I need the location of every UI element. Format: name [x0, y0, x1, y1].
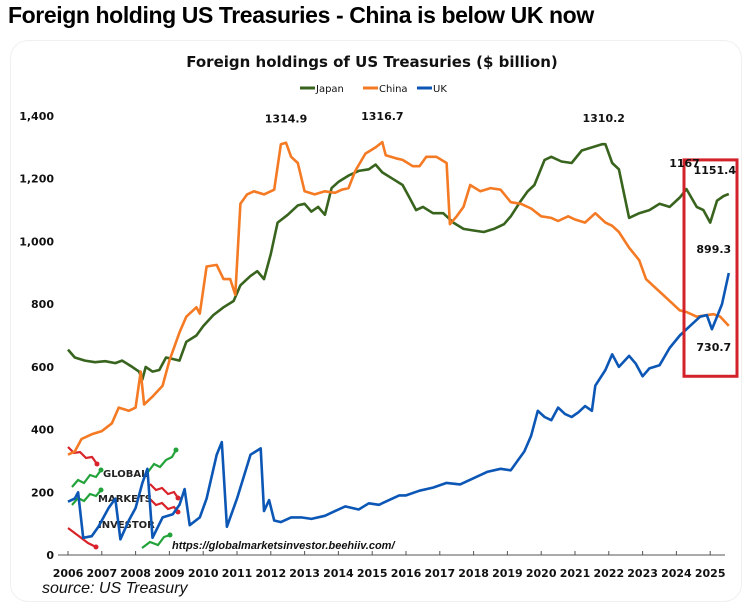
- x-tick-label: 2008: [120, 567, 151, 580]
- chart-title: Foreign holdings of US Treasuries ($ bil…: [186, 53, 558, 71]
- logo-arrow-icon: [149, 483, 179, 499]
- series-line-uk: [67, 272, 731, 541]
- source-note: source: US Treasury: [42, 580, 188, 597]
- logo-arrowhead-icon: [93, 544, 99, 550]
- watermark-url[interactable]: https://globalmarketsinvestor.beehiiv.co…: [172, 540, 396, 552]
- x-tick-label: 2006: [53, 567, 84, 580]
- data-label: 899.3: [696, 243, 731, 256]
- series-line-japan: [67, 142, 730, 381]
- x-tick-label: 2012: [255, 567, 286, 580]
- y-tick-label: 1,200: [19, 173, 54, 186]
- x-tick-label: 2020: [526, 567, 557, 580]
- data-label: 1314.9: [265, 113, 307, 126]
- legend-label-china: China: [379, 84, 408, 95]
- logo-arrow-icon: [67, 527, 97, 548]
- x-tick-label: 2017: [424, 567, 455, 580]
- data-label: 1167: [669, 157, 700, 170]
- series-group: [67, 140, 739, 541]
- x-tick-label: 2021: [560, 567, 591, 580]
- x-tick-label: 2010: [188, 567, 219, 580]
- x-tick-label: 2007: [86, 567, 117, 580]
- data-label: 730.7: [696, 341, 731, 354]
- y-tick-label: 800: [31, 298, 54, 311]
- y-tick-label: 0: [46, 549, 54, 562]
- x-tick-label: 2014: [323, 567, 354, 580]
- logo-arrowhead-icon: [175, 495, 181, 501]
- logo-arrow-icon: [149, 498, 179, 513]
- logo-arrowhead-icon: [173, 447, 179, 453]
- logo-arrow-icon: [147, 449, 177, 473]
- y-tick-label: 200: [31, 486, 54, 499]
- x-tick-label: 2024: [661, 567, 692, 580]
- chart-frame: [10, 40, 742, 602]
- legend: Japan China UK: [300, 84, 447, 95]
- legend-label-uk: UK: [433, 84, 447, 95]
- headline: Foreign holding US Treasuries - China is…: [8, 2, 594, 28]
- data-label: 1151.4: [694, 164, 737, 177]
- x-tick-label: 2025: [695, 567, 726, 580]
- x-tick-label: 2016: [391, 567, 422, 580]
- legend-label-japan: Japan: [315, 84, 344, 95]
- logo-arrow-icon: [71, 469, 102, 488]
- y-tick-label: 600: [31, 361, 54, 374]
- x-tick-label: 2018: [458, 567, 489, 580]
- axes: 2006 2007 2008 2009 2010 2011 2012 2013 2014 2015…: [19, 110, 725, 580]
- data-label: 1316.7: [361, 110, 403, 123]
- logo-arrowhead-icon: [94, 461, 100, 467]
- x-tick-label: 2015: [357, 567, 388, 580]
- y-tick-label: 1,400: [19, 110, 54, 123]
- series-line-china: [67, 140, 730, 456]
- x-tick-label: 2019: [492, 567, 523, 580]
- logo-arrow-icon: [71, 489, 102, 506]
- logo-word: MARKETS: [98, 494, 152, 505]
- logo-arrowhead-icon: [98, 487, 104, 493]
- logo-arrow-icon: [141, 533, 171, 549]
- y-tick-label: 400: [31, 424, 54, 437]
- logo-arrowhead-icon: [98, 467, 104, 473]
- x-tick-label: 2022: [593, 567, 624, 580]
- y-tick-label: 1,000: [19, 235, 54, 248]
- x-tick-label: 2011: [222, 567, 253, 580]
- data-label: 1310.2: [583, 112, 625, 125]
- highlight-box: [682, 158, 739, 378]
- x-tick-label: 2023: [627, 567, 658, 580]
- x-tick-label: 2009: [154, 567, 185, 580]
- logo-arrowhead-icon: [167, 532, 173, 538]
- x-tick-label: 2013: [289, 567, 320, 580]
- logo-arrow-icon: [67, 446, 98, 465]
- logo-word: GLOBAL: [103, 469, 148, 480]
